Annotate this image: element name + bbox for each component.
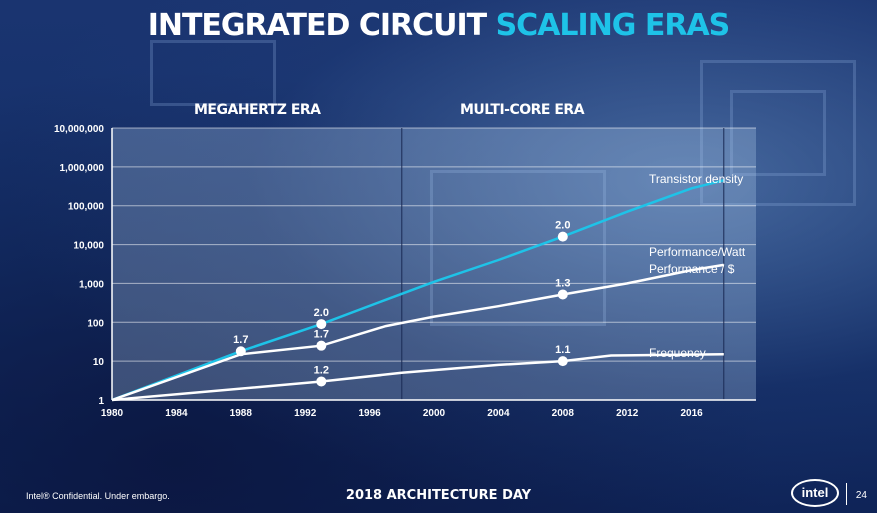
- y-tick-label: 100,000: [68, 202, 105, 213]
- x-tick-label: 1980: [101, 408, 124, 419]
- x-tick-label: 2000: [423, 408, 446, 419]
- data-label: 2.0: [314, 307, 329, 319]
- x-tick-label: 2016: [680, 408, 703, 419]
- intel-logo: intel: [791, 479, 839, 507]
- x-tick-label: 1984: [165, 408, 188, 419]
- data-label: 2.0: [555, 220, 570, 232]
- y-tick-label: 10,000,000: [54, 124, 104, 135]
- x-tick-label: 2004: [487, 408, 510, 419]
- data-label: 1.3: [555, 277, 570, 289]
- event-name: 2018 ARCHITECTURE DAY: [345, 488, 532, 503]
- data-marker: [557, 289, 568, 300]
- y-tick-label: 10: [93, 357, 105, 368]
- x-tick-label: 2008: [552, 408, 575, 419]
- data-marker: [316, 340, 327, 351]
- data-marker: [235, 346, 246, 357]
- circuit-decoration: [700, 60, 856, 206]
- y-tick-label: 10,000: [73, 241, 104, 252]
- data-marker: [557, 356, 568, 367]
- circuit-decoration: [730, 90, 826, 176]
- data-label: 1.7: [314, 329, 329, 341]
- y-tick-label: 1,000: [79, 279, 104, 290]
- data-label: 1.1: [555, 344, 570, 356]
- circuit-decoration: [430, 170, 606, 326]
- circuit-decoration: [150, 40, 276, 106]
- era-label-multicore: MULTI-CORE ERA: [460, 102, 585, 118]
- title-accent: SCALING ERAS: [495, 8, 731, 43]
- data-label: 1.7: [233, 334, 248, 346]
- x-tick-label: 2012: [616, 408, 639, 419]
- data-marker: [316, 319, 327, 330]
- page-number: 24: [855, 490, 867, 501]
- series-label: Transistor density: [649, 172, 743, 186]
- slide-title: INTEGRATED CIRCUIT SCALING ERAS: [0, 8, 877, 43]
- data-marker: [316, 376, 327, 387]
- series-label: Frequency: [649, 346, 706, 360]
- y-tick-label: 1,000,000: [60, 163, 105, 174]
- x-tick-label: 1992: [294, 408, 317, 419]
- series-line: [111, 263, 724, 402]
- y-tick-label: 100: [87, 318, 104, 329]
- confidential-notice: Intel® Confidential. Under embargo.: [26, 491, 170, 501]
- series-line: [111, 179, 725, 402]
- data-label: 1.2: [314, 364, 329, 376]
- y-tick-label: 1: [98, 396, 104, 407]
- series-label: Performance/Watt: [649, 245, 746, 259]
- series-label: Performance / $: [649, 262, 735, 276]
- footer-divider: [846, 483, 847, 505]
- x-tick-label: 1996: [358, 408, 381, 419]
- title-main: INTEGRATED CIRCUIT: [147, 8, 487, 43]
- data-marker: [557, 231, 568, 242]
- x-tick-label: 1988: [230, 408, 253, 419]
- era-label-megahertz: MEGAHERTZ ERA: [194, 102, 321, 118]
